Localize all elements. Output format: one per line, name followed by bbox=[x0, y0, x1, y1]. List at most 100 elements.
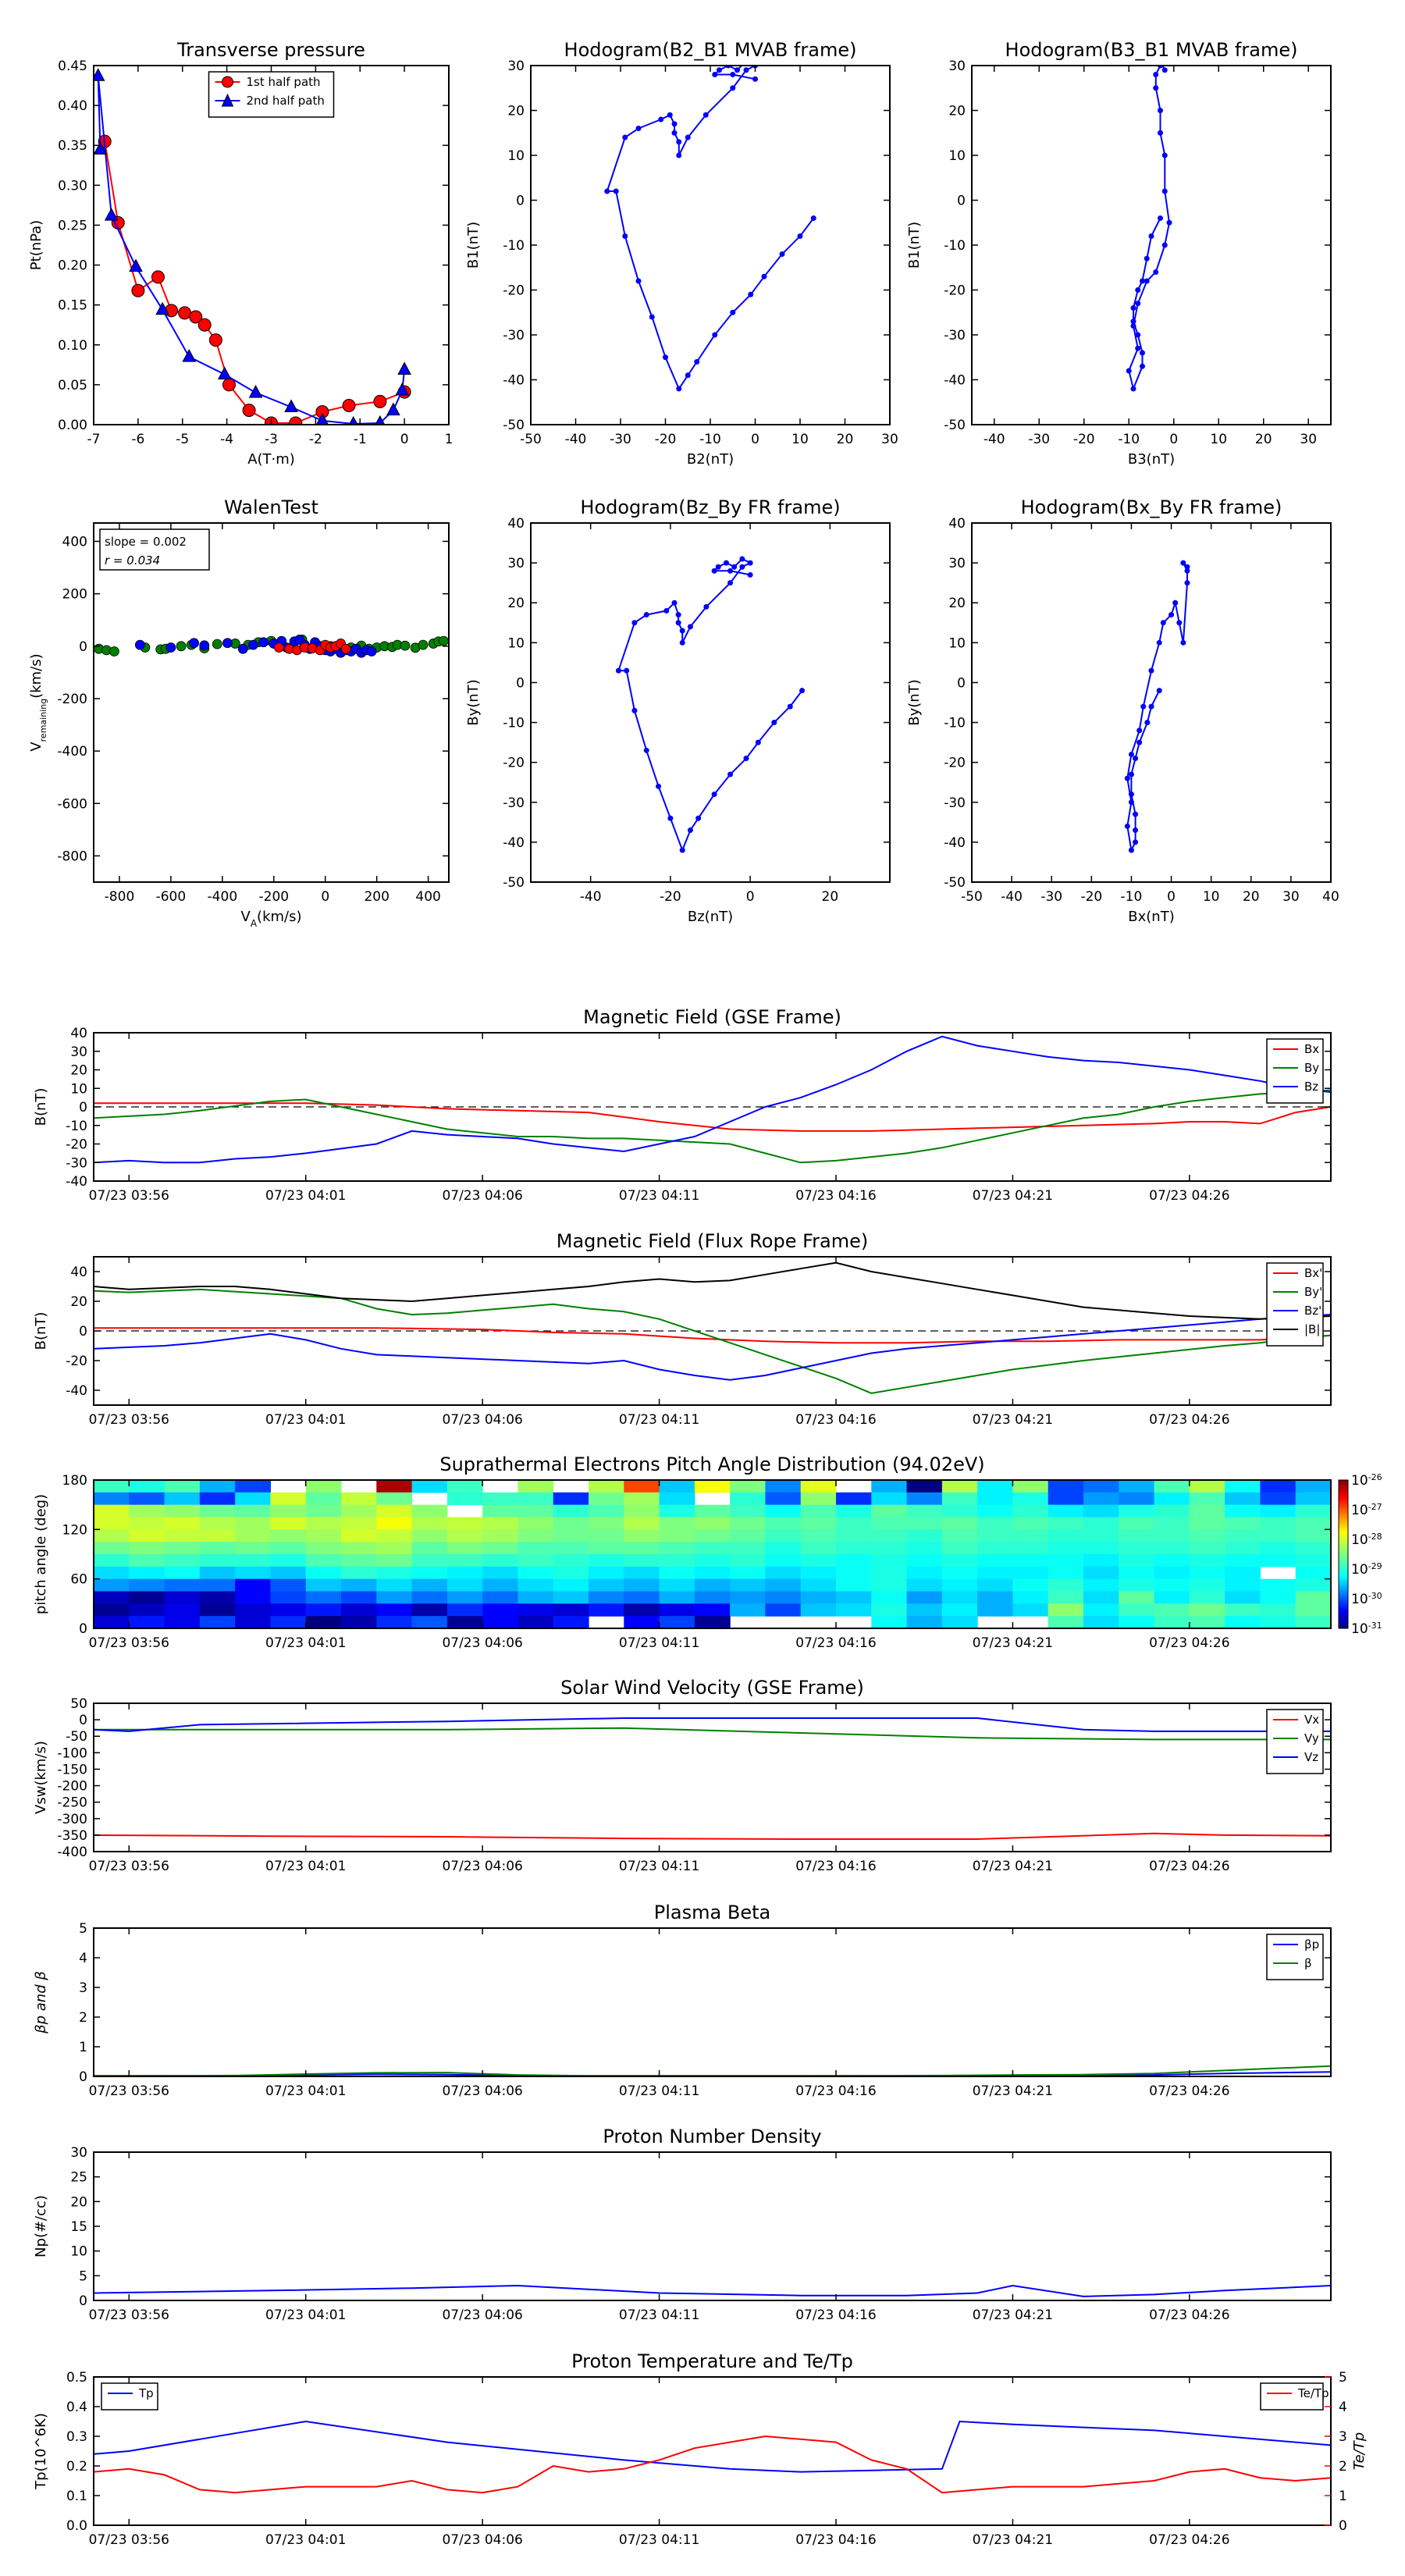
x-tick-label: -30 bbox=[610, 432, 631, 447]
x-tick-label: 07/23 04:06 bbox=[442, 1859, 522, 1874]
heatmap-cell bbox=[1189, 1554, 1225, 1567]
y-axis-label: B(nT) bbox=[33, 1088, 49, 1126]
heatmap-cell bbox=[659, 1529, 695, 1542]
heatmap-cell bbox=[836, 1542, 872, 1555]
y-tick-label: -40 bbox=[503, 835, 525, 851]
heatmap-cell bbox=[482, 1554, 519, 1567]
heatmap-cell bbox=[411, 1566, 448, 1580]
heatmap-cell bbox=[341, 1492, 377, 1506]
legend-label: 2nd half path bbox=[247, 94, 325, 108]
y-tick-label: 40 bbox=[507, 516, 525, 532]
x-tick-label: 07/23 04:11 bbox=[619, 1859, 699, 1874]
x-tick-label: -10 bbox=[1121, 889, 1143, 905]
heatmap-cell bbox=[482, 1591, 519, 1604]
heatmap-cell bbox=[482, 1492, 519, 1506]
heatmap-cell bbox=[836, 1504, 872, 1518]
heatmap-cell bbox=[270, 1566, 307, 1580]
y-tick-label: 0.20 bbox=[58, 258, 87, 274]
heatmap-cell bbox=[1295, 1578, 1331, 1592]
heatmap-cell bbox=[446, 1591, 483, 1604]
heatmap-cell bbox=[446, 1542, 483, 1555]
data-point bbox=[1161, 242, 1168, 248]
heatmap-cell bbox=[1012, 1504, 1049, 1518]
legend-label: Vz bbox=[1304, 1750, 1318, 1764]
data-point bbox=[810, 215, 816, 221]
heatmap-cell bbox=[482, 1603, 519, 1617]
data-point bbox=[675, 620, 681, 626]
heatmap-cell bbox=[1295, 1554, 1331, 1567]
x-tick-label: 07/23 04:11 bbox=[619, 1188, 699, 1204]
x-tick-label: 07/23 04:21 bbox=[973, 2532, 1053, 2548]
heatmap-cell bbox=[624, 1504, 660, 1518]
y-tick-label: 10 bbox=[507, 635, 525, 651]
heatmap-cell bbox=[871, 1566, 908, 1580]
data-point bbox=[1160, 620, 1166, 626]
chart-title: Transverse pressure bbox=[176, 39, 365, 61]
data-point bbox=[747, 560, 753, 566]
heatmap-cell bbox=[270, 1554, 307, 1567]
x-axis-label: Bx(nT) bbox=[1128, 909, 1174, 925]
heatmap-cell bbox=[659, 1603, 695, 1617]
heatmap-cell bbox=[941, 1480, 978, 1493]
heatmap-cell bbox=[270, 1492, 307, 1506]
heatmap-cell bbox=[553, 1517, 589, 1530]
x-tick-label: 07/23 04:26 bbox=[1149, 1188, 1229, 1204]
data-point bbox=[711, 568, 717, 574]
heatmap-cell bbox=[1189, 1480, 1225, 1493]
heatmap-cell bbox=[977, 1578, 1014, 1592]
heatmap-cell bbox=[482, 1542, 519, 1555]
heatmap-cell bbox=[164, 1504, 201, 1518]
y-axis-label: Np(#/cc) bbox=[33, 2195, 49, 2258]
chart-hodo_bx_by: Hodogram(Bx_By FR frame) -50 -40 -30 -20 -10 0… bbox=[906, 496, 1339, 925]
y-tick-label: 25 bbox=[70, 2170, 87, 2186]
data-point bbox=[284, 399, 298, 413]
heatmap-cell bbox=[1189, 1591, 1225, 1604]
heatmap-cell bbox=[518, 1517, 554, 1530]
heatmap-cell bbox=[589, 1492, 624, 1506]
heatmap-cell bbox=[1083, 1517, 1119, 1530]
heatmap-cell bbox=[270, 1504, 307, 1518]
x-tick-label: 07/23 03:56 bbox=[89, 2532, 169, 2548]
heatmap-cell bbox=[376, 1578, 413, 1592]
x-tick-label: -30 bbox=[1028, 432, 1050, 447]
heatmap-cell bbox=[694, 1616, 731, 1628]
data-point bbox=[799, 688, 806, 694]
x-tick-label: 0 bbox=[321, 889, 329, 905]
x-tick-label: 07/23 04:21 bbox=[973, 1412, 1053, 1428]
y-tick-label: 10 bbox=[70, 2244, 87, 2260]
heatmap-cell bbox=[730, 1529, 767, 1542]
y-tick-label: 30 bbox=[507, 59, 525, 74]
scatter-point bbox=[189, 638, 199, 649]
data-point bbox=[1148, 233, 1154, 239]
data-point bbox=[649, 314, 655, 320]
colorbar-tick-label: 10-26 bbox=[1351, 1472, 1382, 1489]
x-tick-label: 07/23 04:06 bbox=[442, 2532, 522, 2548]
heatmap-cell bbox=[199, 1566, 236, 1580]
heatmap-cell bbox=[694, 1517, 731, 1530]
heatmap-cell bbox=[1260, 1578, 1297, 1592]
data-point bbox=[182, 349, 197, 362]
data-point bbox=[787, 703, 793, 710]
plot-frame bbox=[93, 65, 450, 425]
heatmap-cell bbox=[1119, 1566, 1155, 1580]
scatter-point bbox=[258, 637, 269, 648]
data-point bbox=[1144, 278, 1150, 284]
heatmap-cell bbox=[270, 1517, 307, 1530]
heatmap-cell bbox=[164, 1616, 201, 1628]
heatmap-cell bbox=[129, 1492, 165, 1506]
heatmap-cell bbox=[1048, 1578, 1084, 1592]
y-tick-label: -350 bbox=[57, 1828, 87, 1844]
x-tick-label: 07/23 04:21 bbox=[973, 2307, 1053, 2323]
data-point bbox=[797, 233, 803, 239]
heatmap-cell bbox=[659, 1616, 695, 1628]
x-tick-label: 07/23 04:06 bbox=[442, 2307, 522, 2323]
heatmap-cell bbox=[659, 1492, 695, 1506]
heatmap-cell bbox=[94, 1616, 130, 1628]
heatmap-cell bbox=[800, 1578, 837, 1592]
y-tick-label: -30 bbox=[503, 328, 525, 343]
chart-density: Proton Number Density 07/23 03:56 07/23 04… bbox=[33, 2126, 1332, 2323]
heatmap-cell bbox=[1012, 1517, 1049, 1530]
heatmap-cell bbox=[871, 1504, 908, 1518]
chart-hodo_bz_by: Hodogram(Bz_By FR frame) -40 -20 0 20 -50 -40 -… bbox=[465, 496, 891, 925]
heatmap-cell bbox=[518, 1578, 554, 1592]
